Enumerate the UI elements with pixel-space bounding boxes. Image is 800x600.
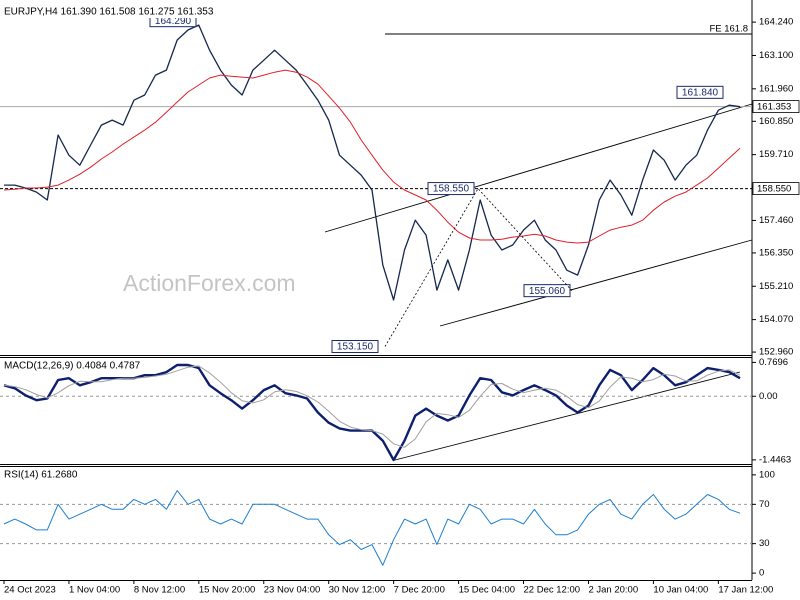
x-tick-label: 17 Jan 12:00: [718, 585, 773, 596]
y-tick-label: 100: [759, 469, 775, 480]
title-bg: [2, 468, 122, 481]
plot-layer: 152.960154.070155.210156.350157.460158.6…: [0, 5, 800, 596]
x-tick-label: 24 Oct 2023: [4, 585, 56, 596]
series-line: [3, 69, 741, 244]
annotation-box: [676, 85, 724, 99]
y-tick-label: 163.100: [759, 50, 793, 61]
fe-label: FE 161.8: [709, 24, 748, 35]
title-bg: [2, 5, 217, 18]
y-tick-label: -1.4463: [759, 454, 791, 465]
annotation-box: [427, 182, 475, 196]
y-tick-label: 0.7696: [759, 357, 788, 368]
series-line: [4, 24, 741, 301]
channel-lower: [439, 239, 753, 327]
panel-title: EURJPY,H4 161.390 161.508 161.275 161.35…: [4, 7, 214, 18]
y-tick-label: 160.850: [759, 116, 793, 127]
series-line: [3, 490, 741, 566]
macd-trendline: [394, 371, 741, 461]
title-bg: [2, 359, 122, 372]
x-tick-label: 10 Jan 04:00: [653, 585, 708, 596]
annotation-box: [523, 284, 571, 298]
annotation-label: 153.150: [337, 342, 374, 353]
value-box: [752, 100, 800, 113]
x-tick-label: 8 Nov 12:00: [134, 585, 185, 596]
y-tick-label: 0.00: [759, 391, 778, 402]
y-tick-label: 155.210: [759, 281, 793, 292]
y-tick-label: 152.960: [759, 347, 793, 358]
x-tick-label: 30 Nov 12:00: [329, 585, 386, 596]
x-tick-label: 2 Jan 20:00: [588, 585, 638, 596]
panel-title: MACD(12,26,9) 0.4084 0.4787: [4, 361, 141, 372]
watermark: ActionForex.com: [123, 270, 296, 296]
x-tick-label: 1 Nov 04:00: [69, 585, 120, 596]
series-line: [3, 365, 741, 448]
x-tick-label: 22 Dec 12:00: [524, 585, 581, 596]
y-tick-label: 156.350: [759, 247, 793, 258]
y-tick-label: 161.960: [759, 83, 793, 94]
y-tick-label: 0: [759, 568, 764, 579]
y-tick-label: 30: [759, 538, 770, 549]
y-tick-label: 70: [759, 499, 770, 510]
x-tick-label: 7 Dec 20:00: [394, 585, 445, 596]
annotation-label: 155.060: [529, 286, 566, 297]
panel-title: RSI(14) 61.2680: [4, 470, 78, 481]
x-tick-label: 23 Nov 04:00: [264, 585, 321, 596]
y-tick-label: 154.070: [759, 314, 793, 325]
annotation-box: [331, 340, 379, 354]
channel-upper: [324, 103, 753, 233]
annotation-label: 161.840: [682, 87, 719, 98]
wave-line: [384, 187, 573, 347]
y-tick-label: 157.460: [759, 215, 793, 226]
annotation-label: 158.550: [433, 184, 470, 195]
value-box-label: 161.353: [757, 102, 791, 113]
x-tick-label: 15 Nov 20:00: [199, 585, 256, 596]
x-tick-label: 15 Dec 04:00: [459, 585, 516, 596]
value-box: [752, 182, 800, 195]
y-tick-label: 159.710: [759, 149, 793, 160]
value-box-label: 158.550: [757, 184, 791, 195]
y-tick-label: 164.240: [759, 17, 793, 28]
annotation-label: 164.290: [155, 16, 192, 27]
